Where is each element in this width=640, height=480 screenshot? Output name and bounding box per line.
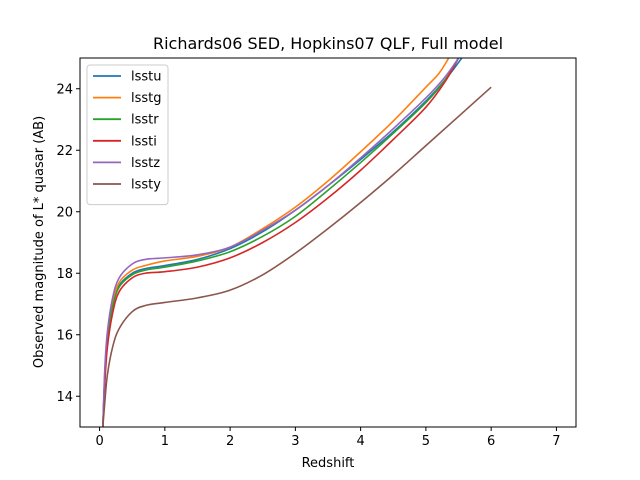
y-tick-label: 24 — [56, 82, 73, 97]
plot-frame — [79, 57, 577, 428]
series-line-lsstz — [102, 58, 460, 427]
x-tick-label: 1 — [161, 434, 169, 449]
series-line-lsstr — [102, 58, 460, 427]
y-tick-label: 16 — [56, 328, 73, 343]
legend-label-lsstr: lsstr — [131, 113, 159, 128]
legend-label-lsstz: lsstz — [131, 156, 160, 171]
x-tick-label: 0 — [95, 434, 103, 449]
series-line-lssty — [102, 86, 492, 427]
legend-label-lsstg: lsstg — [131, 91, 162, 106]
legend-label-lsstu: lsstu — [131, 70, 162, 85]
chart-title: Richards06 SED, Hopkins07 QLF, Full mode… — [153, 34, 503, 53]
y-axis: 14 16 18 20 22 24 — [56, 82, 80, 405]
series-layer — [102, 58, 492, 427]
y-tick-label: 20 — [56, 205, 73, 220]
legend-box — [86, 64, 169, 206]
series-line-lssti — [102, 58, 460, 427]
y-tick-label: 18 — [56, 267, 73, 282]
legend: lsstu lsstg lsstr lssti lsstz lssty — [86, 64, 169, 206]
x-tick-label: 5 — [422, 434, 430, 449]
x-axis: 0 1 2 3 4 5 6 7 — [95, 427, 561, 449]
x-axis-label: Redshift — [302, 456, 355, 471]
x-tick-label: 2 — [226, 434, 234, 449]
x-tick-label: 3 — [291, 434, 299, 449]
y-tick-label: 14 — [56, 390, 73, 405]
y-axis-label: Observed magnitude of L* quasar (AB) — [32, 116, 47, 368]
legend-label-lssti: lssti — [131, 134, 157, 149]
x-tick-label: 6 — [487, 434, 495, 449]
x-tick-label: 7 — [552, 434, 560, 449]
legend-label-lssty: lssty — [131, 178, 161, 193]
x-tick-label: 4 — [356, 434, 364, 449]
y-tick-label: 22 — [56, 144, 73, 159]
